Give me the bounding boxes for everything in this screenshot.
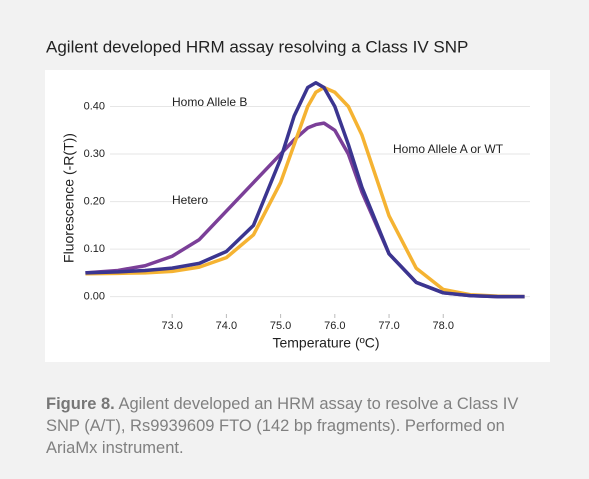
y-tick-label: 0.30 <box>84 148 105 160</box>
y-axis-label: Fluorescence (-R(T)) <box>61 133 77 263</box>
series-line <box>85 85 525 299</box>
x-tick-label: 76.0 <box>324 320 345 332</box>
caption-text: Agilent developed an HRM assay to resolv… <box>46 395 519 457</box>
y-tick-label: 0.40 <box>84 100 105 112</box>
series-label: Hetero <box>172 193 208 207</box>
series-label: Homo Allele B <box>172 95 247 109</box>
series-line <box>85 81 525 299</box>
x-tick-label: 75.0 <box>270 320 291 332</box>
caption-label: Figure 8. <box>46 395 115 413</box>
x-tick-label: 73.0 <box>161 320 182 332</box>
chart: Agilent developed HRM assay resolving a … <box>45 37 550 362</box>
x-tick-label: 77.0 <box>378 320 399 332</box>
plot-background <box>45 70 550 362</box>
x-tick-label: 78.0 <box>433 320 454 332</box>
chart-title: Agilent developed HRM assay resolving a … <box>46 37 468 56</box>
y-tick-label: 0.20 <box>84 195 105 207</box>
x-tick-label: 74.0 <box>216 320 237 332</box>
series-label: Homo Allele A or WT <box>393 142 504 156</box>
x-axis-label: Temperature (ºC) <box>272 335 379 351</box>
y-tick-label: 0.00 <box>84 291 105 303</box>
y-tick-label: 0.10 <box>84 243 105 255</box>
caption: Figure 8. Agilent developed an HRM assay… <box>46 393 546 459</box>
